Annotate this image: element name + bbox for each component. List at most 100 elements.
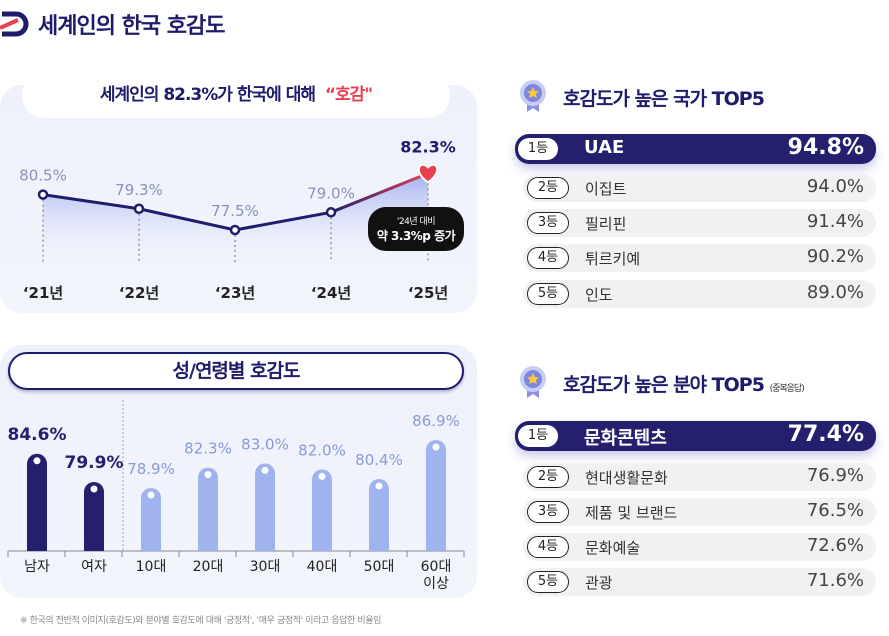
x-tick-label: 여자 xyxy=(81,559,107,575)
series-line xyxy=(42,193,332,232)
bar-dot xyxy=(147,491,155,499)
rank-value: 89.0% xyxy=(806,282,864,303)
rank-name: UAE xyxy=(584,137,625,158)
medal-icon xyxy=(520,366,546,398)
data-label: 77.5% xyxy=(211,202,259,220)
logo-icon xyxy=(0,11,29,37)
line-chart-title: 세계인의 82.3%가 한국에 대해 “호감" xyxy=(22,73,450,118)
bar-dot xyxy=(204,471,212,479)
rank-name: 제품 및 브랜드 xyxy=(585,504,678,522)
data-point xyxy=(229,224,241,236)
bar-value-label: 86.9% xyxy=(412,412,460,430)
x-tick-label: ‘24년 xyxy=(311,284,351,302)
rank-value: 76.9% xyxy=(806,465,864,486)
bar-value-label: 80.4% xyxy=(355,451,403,469)
rank-badge: 1등 xyxy=(518,425,558,447)
line-title-text: 세계인의 82.3%가 한국에 대해 xyxy=(99,85,316,105)
bar-value-label: 78.9% xyxy=(127,460,175,478)
rank-value: 94.0% xyxy=(806,176,864,197)
x-tick-label-line: 60대 xyxy=(421,559,452,575)
bar-value-label: 82.3% xyxy=(184,440,232,458)
bar-value-label: 82.0% xyxy=(298,441,346,459)
data-label: 80.5% xyxy=(19,167,67,185)
rank-value: 91.4% xyxy=(806,211,864,232)
x-tick-label: 50대 xyxy=(364,559,395,575)
x-tick-label: 남자 xyxy=(24,559,50,575)
increase-tooltip: '24년 대비 약 3.3%p 증가 xyxy=(368,207,464,251)
x-tick-label: 60대 이상 xyxy=(421,559,452,592)
x-tick-label: 30대 xyxy=(250,559,281,575)
data-point xyxy=(37,189,49,200)
bar-chart-title: 성/연령별 호감도 xyxy=(8,352,464,390)
rank-row: 3등 제품 및 브랜드 76.5% xyxy=(523,498,876,526)
rank-badge: 1등 xyxy=(518,138,558,160)
rank-name: 인도 xyxy=(585,286,613,304)
rank-row: 5등 인도 89.0% xyxy=(523,280,876,308)
bar-value-label: 83.0% xyxy=(241,435,289,453)
x-tick-label: ‘22년 xyxy=(119,284,159,302)
rank-name: 현대생활문화 xyxy=(585,469,668,487)
rank-name: 문화콘텐츠 xyxy=(584,428,667,449)
rank-row: 2등 이집트 94.0% xyxy=(523,174,876,202)
rank-name: 관광 xyxy=(585,574,613,592)
x-tick-label: ‘21년 xyxy=(23,284,63,302)
x-tick-label: 40대 xyxy=(307,559,338,575)
data-point xyxy=(325,207,337,218)
bar-dot xyxy=(318,472,326,480)
bar-value-label: 79.9% xyxy=(65,453,124,473)
rank-value: 72.6% xyxy=(806,535,864,556)
bar-dot xyxy=(432,443,440,451)
countries-title: 호감도가 높은 국가 TOP5 xyxy=(563,88,765,110)
rank-row: 3등 필리핀 91.4% xyxy=(523,209,876,237)
medal-icon xyxy=(520,80,546,112)
fields-note: (중복응답) xyxy=(769,384,805,394)
line-title-highlight: “호감" xyxy=(324,85,373,105)
rank-row: 2등 현대생활문화 76.9% xyxy=(523,463,876,491)
bar xyxy=(141,488,161,551)
rank-name: 튀르키예 xyxy=(585,250,641,268)
rank-value: 71.6% xyxy=(806,570,864,591)
rank-name: 문화예술 xyxy=(585,539,641,557)
data-label: 79.0% xyxy=(307,184,355,202)
rank-value: 77.4% xyxy=(787,422,864,447)
rank-value: 90.2% xyxy=(806,246,864,267)
bar xyxy=(255,463,275,551)
x-tick-label-line: 이상 xyxy=(423,576,449,592)
bar xyxy=(426,440,446,551)
rank-name: 이집트 xyxy=(585,180,627,198)
rank-row: 4등 튀르키예 90.2% xyxy=(523,244,876,272)
bar xyxy=(198,467,218,551)
fields-title-text: 호감도가 높은 분야 TOP5 xyxy=(563,374,765,396)
x-tick-label: ‘25년 xyxy=(408,284,448,302)
bar-dot xyxy=(261,466,269,474)
page-title: 세계인의 한국 호감도 xyxy=(38,14,225,39)
bar xyxy=(84,482,104,551)
bar xyxy=(27,453,47,551)
tooltip-line1: '24년 대비 xyxy=(396,217,436,227)
bar xyxy=(369,479,389,551)
bar-dot xyxy=(33,457,41,465)
rank-value: 76.5% xyxy=(806,500,864,521)
bar xyxy=(312,469,332,551)
bar-dot xyxy=(375,482,383,490)
rank-badge: 2등 xyxy=(527,466,569,488)
rank-value: 94.8% xyxy=(787,135,864,160)
rank-row: 1등 UAE 94.8% xyxy=(515,134,876,164)
rank-badge: 4등 xyxy=(527,247,569,269)
data-point xyxy=(133,203,145,215)
rank-badge: 3등 xyxy=(527,212,569,234)
bar-dot xyxy=(90,485,98,493)
x-tick-label: 10대 xyxy=(136,559,167,575)
rank-row: 1등 문화콘텐츠 77.4% xyxy=(515,421,876,451)
rank-badge: 5등 xyxy=(527,571,569,593)
bar-value-label: 84.6% xyxy=(8,425,67,445)
rank-name: 필리핀 xyxy=(585,215,627,233)
rank-row: 5등 관광 71.6% xyxy=(523,568,876,596)
data-label: 82.3% xyxy=(400,137,456,156)
footnote: ※ 한국의 전반적 이미지(호감도)와 분야별 호감도에 대해 '긍정적', '… xyxy=(20,616,381,626)
rank-badge: 3등 xyxy=(527,501,569,523)
tooltip-line2: 약 3.3%p 증가 xyxy=(376,229,456,243)
x-tick-label: ‘23년 xyxy=(215,284,255,302)
